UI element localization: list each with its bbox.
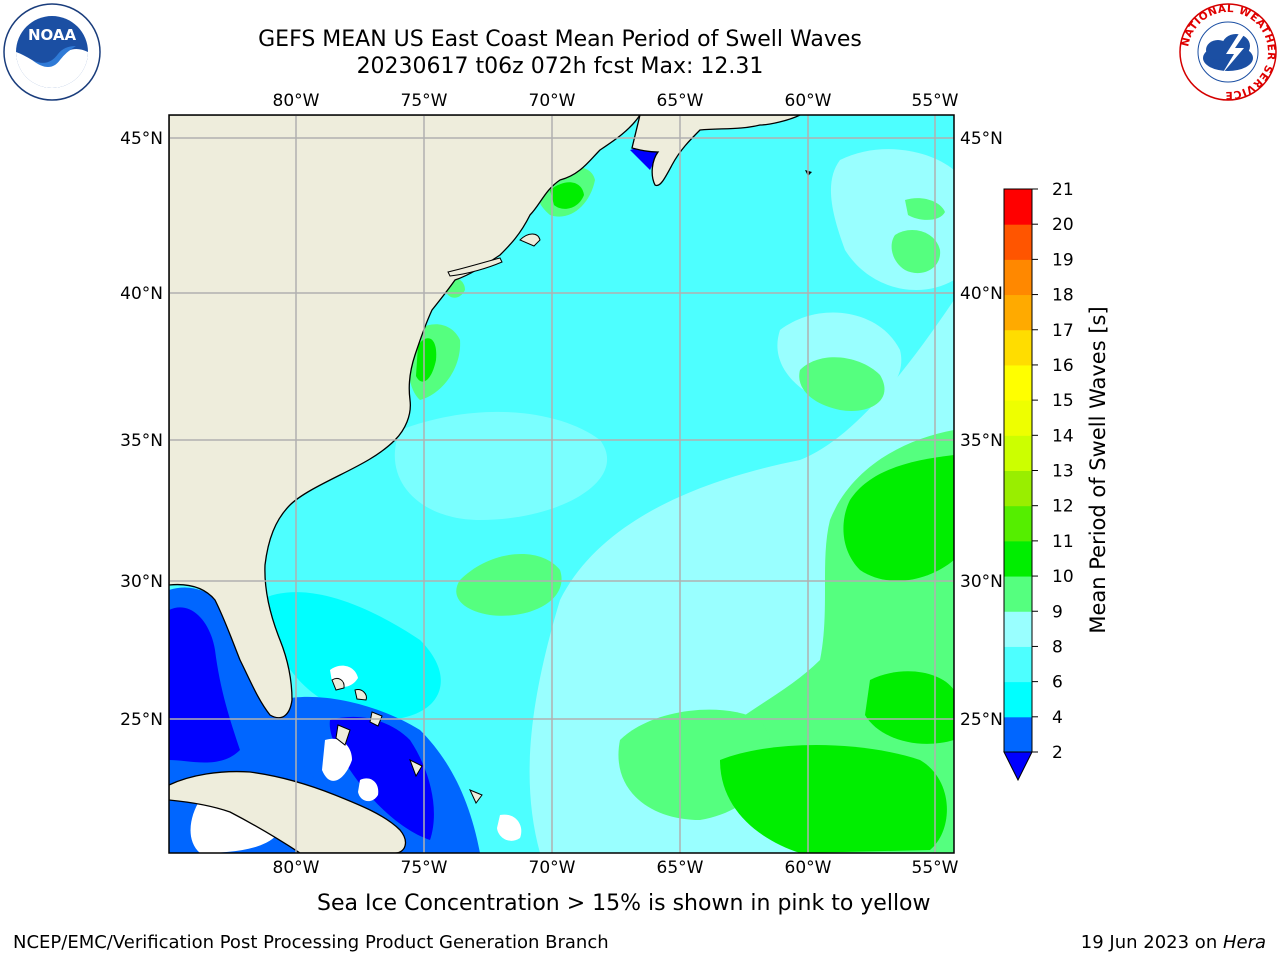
chart-title: GEFS MEAN US East Coast Mean Period of S…: [258, 27, 862, 52]
colorbar-label: Mean Period of Swell Waves [s]: [1086, 306, 1110, 633]
colorbar-tick-label: 4: [1052, 708, 1063, 728]
colorbar-tick-label: 8: [1052, 637, 1063, 657]
lon-tick-label-top: 75°W: [401, 91, 448, 111]
swell-6-8-region: [260, 592, 441, 720]
colorbar-swatch: [1004, 646, 1032, 683]
lon-tick-label-top: 60°W: [785, 91, 832, 111]
lon-tick-label-bottom: 60°W: [785, 858, 832, 878]
colorbar-tick-label: 17: [1052, 321, 1074, 341]
colorbar-swatch: [1004, 505, 1032, 542]
colorbar-tick-label: 19: [1052, 250, 1074, 270]
colorbar-swatch: [1004, 435, 1032, 471]
swell-10-11-region: [843, 455, 954, 581]
colorbar-tick-label: 2: [1052, 743, 1063, 763]
lon-tick-label-top: 80°W: [273, 91, 320, 111]
colorbar-tick-label: 9: [1052, 602, 1063, 622]
graticule: [169, 115, 954, 853]
sea-ice-note: Sea Ice Concentration > 15% is shown in …: [317, 891, 931, 916]
chart-subtitle: 20230617 t06z 072h fcst Max: 12.31: [356, 54, 764, 79]
lon-tick-label-bottom: 55°W: [912, 858, 959, 878]
colorbar-tick-label: 15: [1052, 391, 1074, 411]
colorbar-swatch: [1004, 576, 1032, 612]
lon-tick-label-bottom: 75°W: [401, 858, 448, 878]
noaa-logo: NOAA: [3, 3, 101, 101]
footer-machine: Hera: [1222, 932, 1266, 953]
lat-tick-label-left: 45°N: [120, 129, 163, 149]
land-nova-scotia: [631, 115, 801, 187]
footer-date: 19 Jun 2023 on Hera: [1081, 932, 1266, 953]
lon-tick-label-top: 70°W: [529, 91, 576, 111]
lat-tick-label-right: 25°N: [960, 710, 1003, 730]
colorbar-tick-label: 20: [1052, 215, 1074, 235]
colorbar-swatch: [1004, 470, 1032, 507]
colorbar-swatch: [1004, 294, 1032, 331]
colorbar-swatch: [1004, 681, 1032, 718]
colorbar-under-arrow: [1003, 751, 1033, 782]
colorbar-swatch: [1004, 329, 1032, 366]
colorbar-tick-label: 12: [1052, 497, 1074, 517]
colorbar-swatch: [1004, 364, 1032, 401]
colorbar-swatch: [1004, 540, 1032, 577]
colorbar-tick-label: 14: [1052, 426, 1074, 446]
lon-tick-label-bottom: 65°W: [657, 858, 704, 878]
colorbar-tick-label: 10: [1052, 567, 1074, 587]
lon-tick-label-bottom: 80°W: [273, 858, 320, 878]
colorbar-tick-label: 16: [1052, 356, 1074, 376]
colorbar-swatch: [1004, 716, 1032, 753]
lat-tick-label-left: 30°N: [120, 572, 163, 592]
lon-tick-label-top: 65°W: [657, 91, 704, 111]
colorbar-swatch: [1004, 224, 1032, 260]
land-cuba: [169, 770, 407, 853]
colorbar: 2 4 6 8 9 10 11 12 13 14 15 16 17 18 19 20 21 Mean Period…: [1003, 180, 1110, 782]
colorbar-swatch: [1004, 259, 1032, 296]
lat-tick-label-left: 35°N: [120, 431, 163, 451]
lon-tick-label-top: 55°W: [912, 91, 959, 111]
colorbar-tick-label: 13: [1052, 462, 1074, 482]
colorbar-swatch: [1004, 611, 1032, 647]
nws-logo: NATIONAL WEATHER SERVICE: [1179, 3, 1277, 101]
lat-tick-label-right: 40°N: [960, 284, 1003, 304]
colorbar-swatch: [1004, 400, 1032, 436]
colorbar-tick-label: 21: [1052, 180, 1074, 200]
colorbar-tick-label: 18: [1052, 286, 1074, 306]
lat-tick-label-right: 30°N: [960, 572, 1003, 592]
noaa-logo-text: NOAA: [28, 26, 77, 44]
footer-date-text: 19 Jun 2023 on: [1080, 932, 1223, 953]
lon-tick-label-bottom: 70°W: [529, 858, 576, 878]
map-frame: [168, 114, 955, 854]
lat-tick-label-right: 45°N: [960, 129, 1003, 149]
lat-tick-label-left: 40°N: [120, 284, 163, 304]
footer-credit: NCEP/EMC/Verification Post Processing Pr…: [13, 932, 609, 953]
colorbar-swatch: [1004, 189, 1032, 225]
axis-tick-labels: 80°W 80°W 75°W 75°W 70°W 70°W 65°W 65°W 60°W 60°W…: [120, 91, 1003, 878]
lat-tick-label-right: 35°N: [960, 431, 1003, 451]
colorbar-tick-label: 11: [1052, 532, 1074, 552]
land-north-america: [169, 115, 641, 719]
lat-tick-label-left: 25°N: [120, 710, 163, 730]
colorbar-tick-label: 6: [1052, 673, 1063, 693]
